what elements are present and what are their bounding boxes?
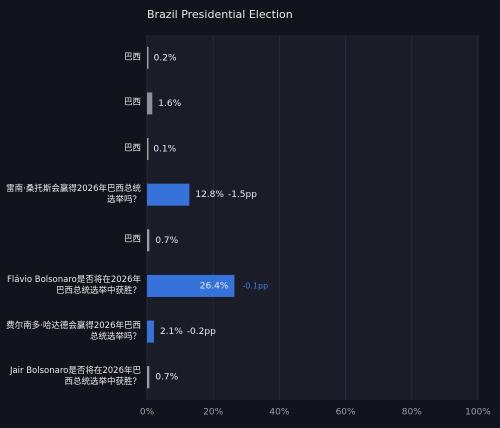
y-tick-label: 巴西 [123,143,141,154]
change-label: -0.1pp [242,281,268,290]
change-label: -0.2pp [187,327,216,337]
bar [147,229,150,252]
y-tick-label: 巴西 [123,52,141,63]
y-tick-label: Flávio Bolsonaro是否将在2026年巴西总统选举中获胜？ [6,274,141,296]
change-label: -1.5pp [228,190,257,200]
bar [147,92,153,115]
x-tick-label: 20% [203,408,223,418]
y-tick-label: 雷南·桑托斯会赢得2026年巴西总统选举吗？ [6,183,141,205]
value-label: 1.6% [158,99,181,109]
value-label: 0.7% [155,373,178,383]
bar [147,183,190,206]
value-label: 0.2% [154,53,177,63]
value-label: 12.8% [195,190,224,200]
x-tick-label: 40% [269,408,289,418]
bar [147,46,149,69]
y-tick-label: 巴西 [123,234,141,245]
bar [147,138,149,161]
plot-background [147,35,478,400]
x-tick-label: 60% [336,408,356,418]
value-label: 0.1% [153,145,176,155]
chart-title: Brazil Presidential Election [147,8,293,21]
value-label: 0.7% [155,236,178,246]
value-label: 26.4% [200,281,229,291]
x-tick-label: 0% [140,408,155,418]
x-tick-label: 100% [465,408,491,418]
y-tick-label: 费尔南多·哈达德会赢得2026年巴西总统选举吗？ [6,320,141,342]
y-tick-label: Jair Bolsonaro是否将在2026年巴西总统选举中获胜？ [9,366,141,388]
x-tick-label: 80% [402,408,422,418]
value-label: 2.1% [160,327,183,337]
bar [147,366,150,389]
y-tick-label: 巴西 [123,97,141,108]
bar [147,320,154,343]
bar [147,274,235,297]
